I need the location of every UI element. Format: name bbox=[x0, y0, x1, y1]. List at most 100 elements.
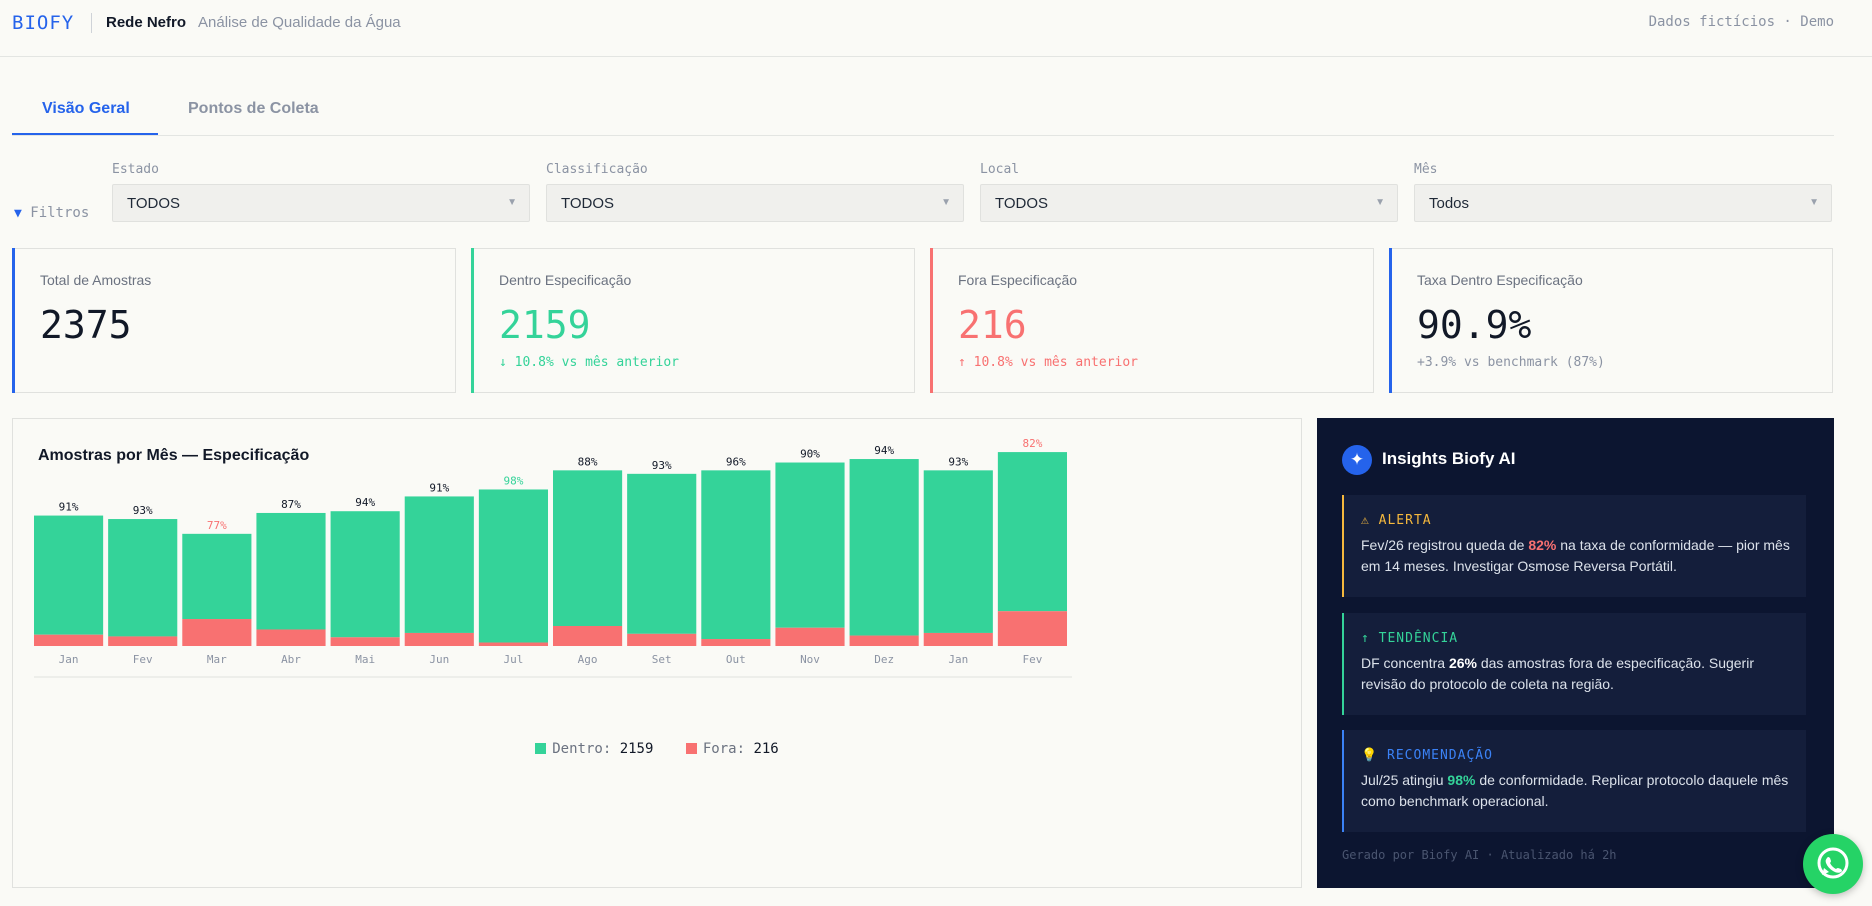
page-title: Rede Nefro bbox=[106, 14, 187, 31]
x-tick-label: Jun bbox=[429, 653, 449, 666]
insight-text-part: na taxa de conformidade — pior mês em 14… bbox=[1361, 537, 1790, 574]
legend-name: Dentro: bbox=[552, 741, 612, 757]
bar-dentro-0[interactable] bbox=[34, 515, 104, 635]
bar-fora-12[interactable] bbox=[923, 632, 993, 646]
legend-item-fora[interactable]: Fora: 216 bbox=[685, 741, 779, 757]
select-value: TODOS bbox=[561, 195, 615, 212]
filter-label: Mês bbox=[1414, 162, 1438, 177]
kpi-value: 2159 bbox=[499, 303, 591, 347]
chart-card: Amostras por Mês — Especificação 91% Jan 9… bbox=[12, 418, 1302, 888]
bar-fora-4[interactable] bbox=[330, 637, 400, 646]
bar-dentro-6[interactable] bbox=[478, 489, 548, 643]
bar-dentro-5[interactable] bbox=[404, 496, 474, 633]
bar-fora-3[interactable] bbox=[256, 629, 326, 646]
bar-dentro-7[interactable] bbox=[553, 470, 623, 626]
x-tick-label: Dez bbox=[874, 653, 894, 666]
local-select[interactable]: TODOS ▼ bbox=[980, 184, 1398, 222]
bar-dentro-8[interactable] bbox=[627, 473, 697, 634]
x-tick-label: Set bbox=[652, 653, 672, 666]
demo-notice: Dados fictícios · Demo bbox=[1648, 14, 1834, 30]
x-tick-label: Fev bbox=[1022, 653, 1042, 666]
header-divider bbox=[91, 13, 92, 33]
insights-panel: ✦ Insights Biofy AI ⚠ ALERTA Fev/26 regis… bbox=[1317, 418, 1834, 888]
insight-text-part: das amostras fora de especificação. Suge… bbox=[1361, 655, 1754, 692]
mes-select[interactable]: Todos ▼ bbox=[1414, 184, 1832, 222]
kpi-label: Total de Amostras bbox=[40, 272, 152, 288]
bar-fora-5[interactable] bbox=[404, 632, 474, 646]
bar-dentro-10[interactable] bbox=[775, 462, 845, 628]
x-tick-label: Ago bbox=[578, 653, 598, 666]
insight-text: Fev/26 registrou queda de 82% na taxa de… bbox=[1361, 535, 1791, 577]
bar-pct-label: 90% bbox=[800, 448, 820, 461]
chart-legend: Dentro: 2159 Fora: 216 bbox=[13, 741, 1301, 757]
x-tick-label: Out bbox=[726, 653, 746, 666]
bar-dentro-13[interactable] bbox=[997, 452, 1067, 612]
filter-local: Local TODOS ▼ bbox=[980, 162, 1398, 222]
bar-pct-label: 93% bbox=[948, 455, 968, 468]
legend-item-dentro[interactable]: Dentro: 2159 bbox=[535, 741, 653, 757]
legend-value: 2159 bbox=[619, 741, 654, 757]
bar-pct-label: 91% bbox=[429, 481, 449, 494]
classificacao-select[interactable]: TODOS ▼ bbox=[546, 184, 964, 222]
caret-down-icon: ▼ bbox=[1809, 197, 1819, 208]
x-tick-label: Jan bbox=[948, 653, 968, 666]
stacked-bar-chart: 91% Jan 93% Fev 77% Mar 87% Abr 94% Mai 91% Jun 98% J… bbox=[34, 437, 1072, 678]
kpi-accent-bar bbox=[471, 248, 474, 393]
insight-card-alerta: ⚠ ALERTA Fev/26 registrou queda de 82% na… bbox=[1342, 495, 1806, 597]
legend-name: Fora: bbox=[702, 741, 746, 757]
whatsapp-icon bbox=[1817, 847, 1849, 879]
insight-icon: ⚠ bbox=[1361, 513, 1379, 528]
select-value: Todos bbox=[1429, 195, 1470, 212]
x-tick-label: Mar bbox=[207, 653, 227, 666]
kpi-total-amostras: Total de Amostras 2375 bbox=[12, 248, 456, 393]
filter-label: Classificação bbox=[546, 162, 648, 177]
kpi-label: Taxa Dentro Especificação bbox=[1417, 272, 1583, 288]
bar-pct-label: 82% bbox=[1022, 437, 1042, 450]
bar-fora-1[interactable] bbox=[108, 636, 178, 646]
insight-text: Jul/25 atingiu 98% de conformidade. Repl… bbox=[1361, 770, 1791, 812]
caret-down-icon: ▼ bbox=[1375, 197, 1385, 208]
x-tick-label: Fev bbox=[133, 653, 153, 666]
x-tick-label: Abr bbox=[281, 653, 301, 666]
caret-down-icon: ▼ bbox=[507, 197, 517, 208]
bar-fora-6[interactable] bbox=[478, 642, 548, 646]
bar-fora-13[interactable] bbox=[997, 611, 1067, 646]
legend-value: 216 bbox=[753, 741, 779, 757]
insight-text-part: DF concentra bbox=[1361, 655, 1449, 671]
bar-pct-label: 94% bbox=[874, 444, 894, 457]
active-tab-indicator bbox=[12, 133, 158, 135]
bar-dentro-3[interactable] bbox=[256, 512, 326, 630]
bar-dentro-1[interactable] bbox=[108, 519, 178, 637]
bar-fora-9[interactable] bbox=[701, 639, 771, 646]
bar-pct-label: 93% bbox=[652, 459, 672, 472]
legend-swatch bbox=[685, 743, 697, 754]
filter-label: Estado bbox=[112, 162, 159, 177]
bar-dentro-2[interactable] bbox=[182, 533, 252, 620]
page-subtitle: Análise de Qualidade da Água bbox=[198, 14, 401, 31]
tab-pontos-de-coleta[interactable]: Pontos de Coleta bbox=[188, 100, 319, 117]
insight-text-part: de conformidade. Replicar protocolo daqu… bbox=[1361, 772, 1789, 809]
bar-fora-7[interactable] bbox=[553, 626, 623, 646]
x-tick-label: Mai bbox=[355, 653, 375, 666]
tab-visao-geral[interactable]: Visão Geral bbox=[42, 100, 130, 117]
filters-toggle[interactable]: ▼ Filtros bbox=[14, 205, 89, 221]
insight-tag-label: TENDÊNCIA bbox=[1378, 631, 1459, 646]
bar-fora-11[interactable] bbox=[849, 635, 919, 646]
estado-select[interactable]: TODOS ▼ bbox=[112, 184, 530, 222]
insight-card-recomendação: 💡 RECOMENDAÇÃO Jul/25 atingiu 98% de conf… bbox=[1342, 730, 1806, 832]
insight-tag-label: ALERTA bbox=[1378, 513, 1432, 528]
brand-logo[interactable]: BIOFY bbox=[12, 12, 75, 34]
bar-dentro-12[interactable] bbox=[923, 470, 993, 633]
legend-swatch bbox=[535, 743, 547, 754]
whatsapp-button[interactable] bbox=[1803, 834, 1863, 894]
app-header: BIOFY Rede Nefro Análise de Qualidade da… bbox=[0, 0, 1872, 57]
bar-dentro-4[interactable] bbox=[330, 511, 400, 638]
bar-dentro-11[interactable] bbox=[849, 459, 919, 636]
bar-fora-2[interactable] bbox=[182, 619, 252, 646]
bar-fora-8[interactable] bbox=[627, 633, 697, 646]
bar-fora-0[interactable] bbox=[34, 634, 104, 646]
bar-fora-10[interactable] bbox=[775, 627, 845, 646]
kpi-delta: +3.9% vs benchmark (87%) bbox=[1417, 355, 1605, 370]
insight-tag: ↑ TENDÊNCIA bbox=[1361, 631, 1458, 646]
bar-dentro-9[interactable] bbox=[701, 470, 771, 640]
